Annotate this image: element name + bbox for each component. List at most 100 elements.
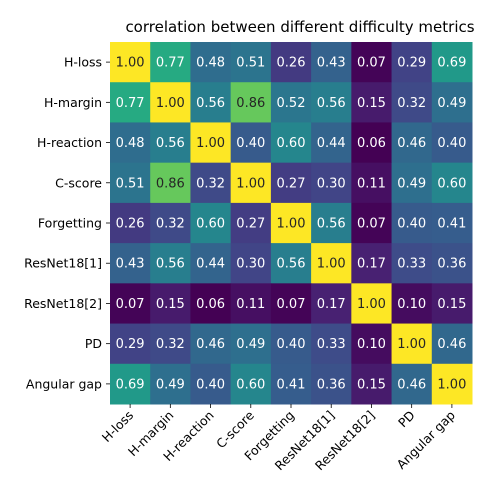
heatmap-cell [150, 363, 191, 405]
y-tick-label: Forgetting [38, 216, 102, 231]
heatmap-cell [351, 202, 393, 244]
heatmap-cell-label: 0.07 [357, 217, 386, 232]
heatmap-cell-label: 0.49 [156, 377, 185, 392]
heatmap-cell-label: 0.43 [317, 56, 346, 71]
heatmap-cell [270, 162, 312, 204]
heatmap-cell [311, 243, 352, 284]
heatmap-cell-label: 1.00 [317, 257, 346, 272]
heatmap-cell [431, 363, 473, 405]
heatmap-cell-label: 0.30 [236, 257, 265, 272]
heatmap-cell [150, 82, 191, 123]
x-tick-label: PD [395, 408, 418, 431]
heatmap-cell-label: 0.52 [277, 96, 306, 111]
heatmap-cell-label: 0.49 [397, 176, 426, 191]
heatmap-cell [431, 202, 473, 244]
heatmap-cell [351, 162, 393, 204]
heatmap-cell [351, 363, 393, 405]
heatmap-cell-label: 0.15 [437, 297, 466, 312]
heatmap-cell-label: 0.11 [357, 176, 386, 191]
heatmap-cell [431, 323, 473, 365]
heatmap-cell [391, 42, 433, 83]
heatmap-cell [270, 243, 312, 284]
heatmap-cell [391, 82, 433, 123]
heatmap-cell-label: 0.32 [156, 337, 185, 352]
heatmap-cell [431, 82, 473, 123]
heatmap-cell-label: 0.46 [437, 337, 466, 352]
heatmap-cell [110, 243, 151, 284]
heatmap-cell [351, 283, 393, 325]
heatmap-cell [391, 283, 433, 325]
heatmap-cell [431, 122, 473, 164]
heatmap-cell [190, 283, 232, 325]
heatmap-cell [230, 42, 272, 83]
heatmap-cell [351, 82, 393, 123]
y-tick-label: ResNet18[2] [24, 296, 102, 311]
heatmap-cell-label: 0.10 [397, 297, 426, 312]
heatmap-cell-label: 0.56 [156, 257, 185, 272]
heatmap-cell-label: 0.51 [236, 56, 265, 71]
heatmap-cell [270, 42, 312, 83]
heatmap-cell [270, 283, 312, 325]
heatmap-cell [431, 283, 473, 325]
heatmap-cell [311, 363, 352, 405]
heatmap-cell [230, 82, 272, 123]
heatmap-cell-label: 0.56 [277, 257, 306, 272]
heatmap-cell-label: 0.60 [236, 377, 265, 392]
heatmap-cell-label: 0.46 [196, 337, 225, 352]
x-axis-ticks: H-lossH-marginH-reactionC-scoreForgettin… [99, 404, 458, 473]
heatmap-cell-label: 0.56 [196, 96, 225, 111]
heatmap-cells: 1.00 0.77 0.48 0.51 0.26 0.43 0.07 0.29 0.69 0.77… [110, 42, 473, 405]
heatmap-cell [190, 363, 232, 405]
heatmap-cell [391, 162, 433, 204]
heatmap-cell-label: 1.00 [357, 297, 386, 312]
heatmap-cell-label: 0.32 [397, 96, 426, 111]
heatmap-cell [431, 162, 473, 204]
y-tick-label: H-loss [64, 55, 102, 70]
heatmap-cell [110, 363, 151, 405]
heatmap-cell [311, 122, 352, 164]
chart-title: correlation between different difficulty… [125, 18, 474, 36]
y-tick-label: H-margin [44, 95, 102, 110]
heatmap-cell-label: 0.27 [236, 217, 265, 232]
heatmap-cell-label: 0.17 [317, 297, 346, 312]
heatmap-cell [190, 122, 232, 164]
y-tick-label: Angular gap [26, 376, 102, 391]
heatmap-cell [110, 42, 151, 83]
heatmap-cell-label: 0.60 [277, 136, 306, 151]
heatmap-cell-label: 0.56 [156, 136, 185, 151]
heatmap-cell-label: 0.07 [116, 297, 145, 312]
heatmap-cell [110, 122, 151, 164]
heatmap-cell-label: 0.69 [437, 56, 466, 71]
heatmap-cell-label: 0.10 [357, 337, 386, 352]
heatmap-cell [190, 243, 232, 284]
heatmap-cell-label: 0.60 [437, 176, 466, 191]
heatmap-cell [190, 202, 232, 244]
heatmap-cell [270, 82, 312, 123]
heatmap-cell [270, 122, 312, 164]
heatmap-cell [150, 122, 191, 164]
heatmap-cell [230, 122, 272, 164]
heatmap-cell-label: 1.00 [437, 377, 466, 392]
heatmap-cell-label: 0.56 [317, 96, 346, 111]
heatmap-cell-label: 0.27 [277, 176, 306, 191]
heatmap-cell [351, 42, 393, 83]
heatmap-cell-label: 0.43 [116, 257, 145, 272]
heatmap-cell-label: 0.07 [277, 297, 306, 312]
heatmap-cell-label: 0.40 [196, 377, 225, 392]
heatmap-cell-label: 0.46 [397, 377, 426, 392]
heatmap-cell [270, 363, 312, 405]
heatmap-cell-label: 0.77 [156, 56, 185, 71]
heatmap-cell [431, 42, 473, 83]
heatmap-cell-label: 0.29 [116, 337, 145, 352]
heatmap-cell-label: 0.26 [277, 56, 306, 71]
heatmap-cell-label: 0.51 [116, 176, 145, 191]
heatmap-cell-label: 0.48 [116, 136, 145, 151]
heatmap-cell-label: 0.26 [116, 217, 145, 232]
heatmap-cell [391, 122, 433, 164]
heatmap-cell-label: 0.15 [156, 297, 185, 312]
heatmap-cell [230, 363, 272, 405]
heatmap-cell-label: 1.00 [156, 96, 185, 111]
heatmap-cell [431, 243, 473, 284]
heatmap-cell [150, 243, 191, 284]
heatmap-cell [150, 42, 191, 83]
